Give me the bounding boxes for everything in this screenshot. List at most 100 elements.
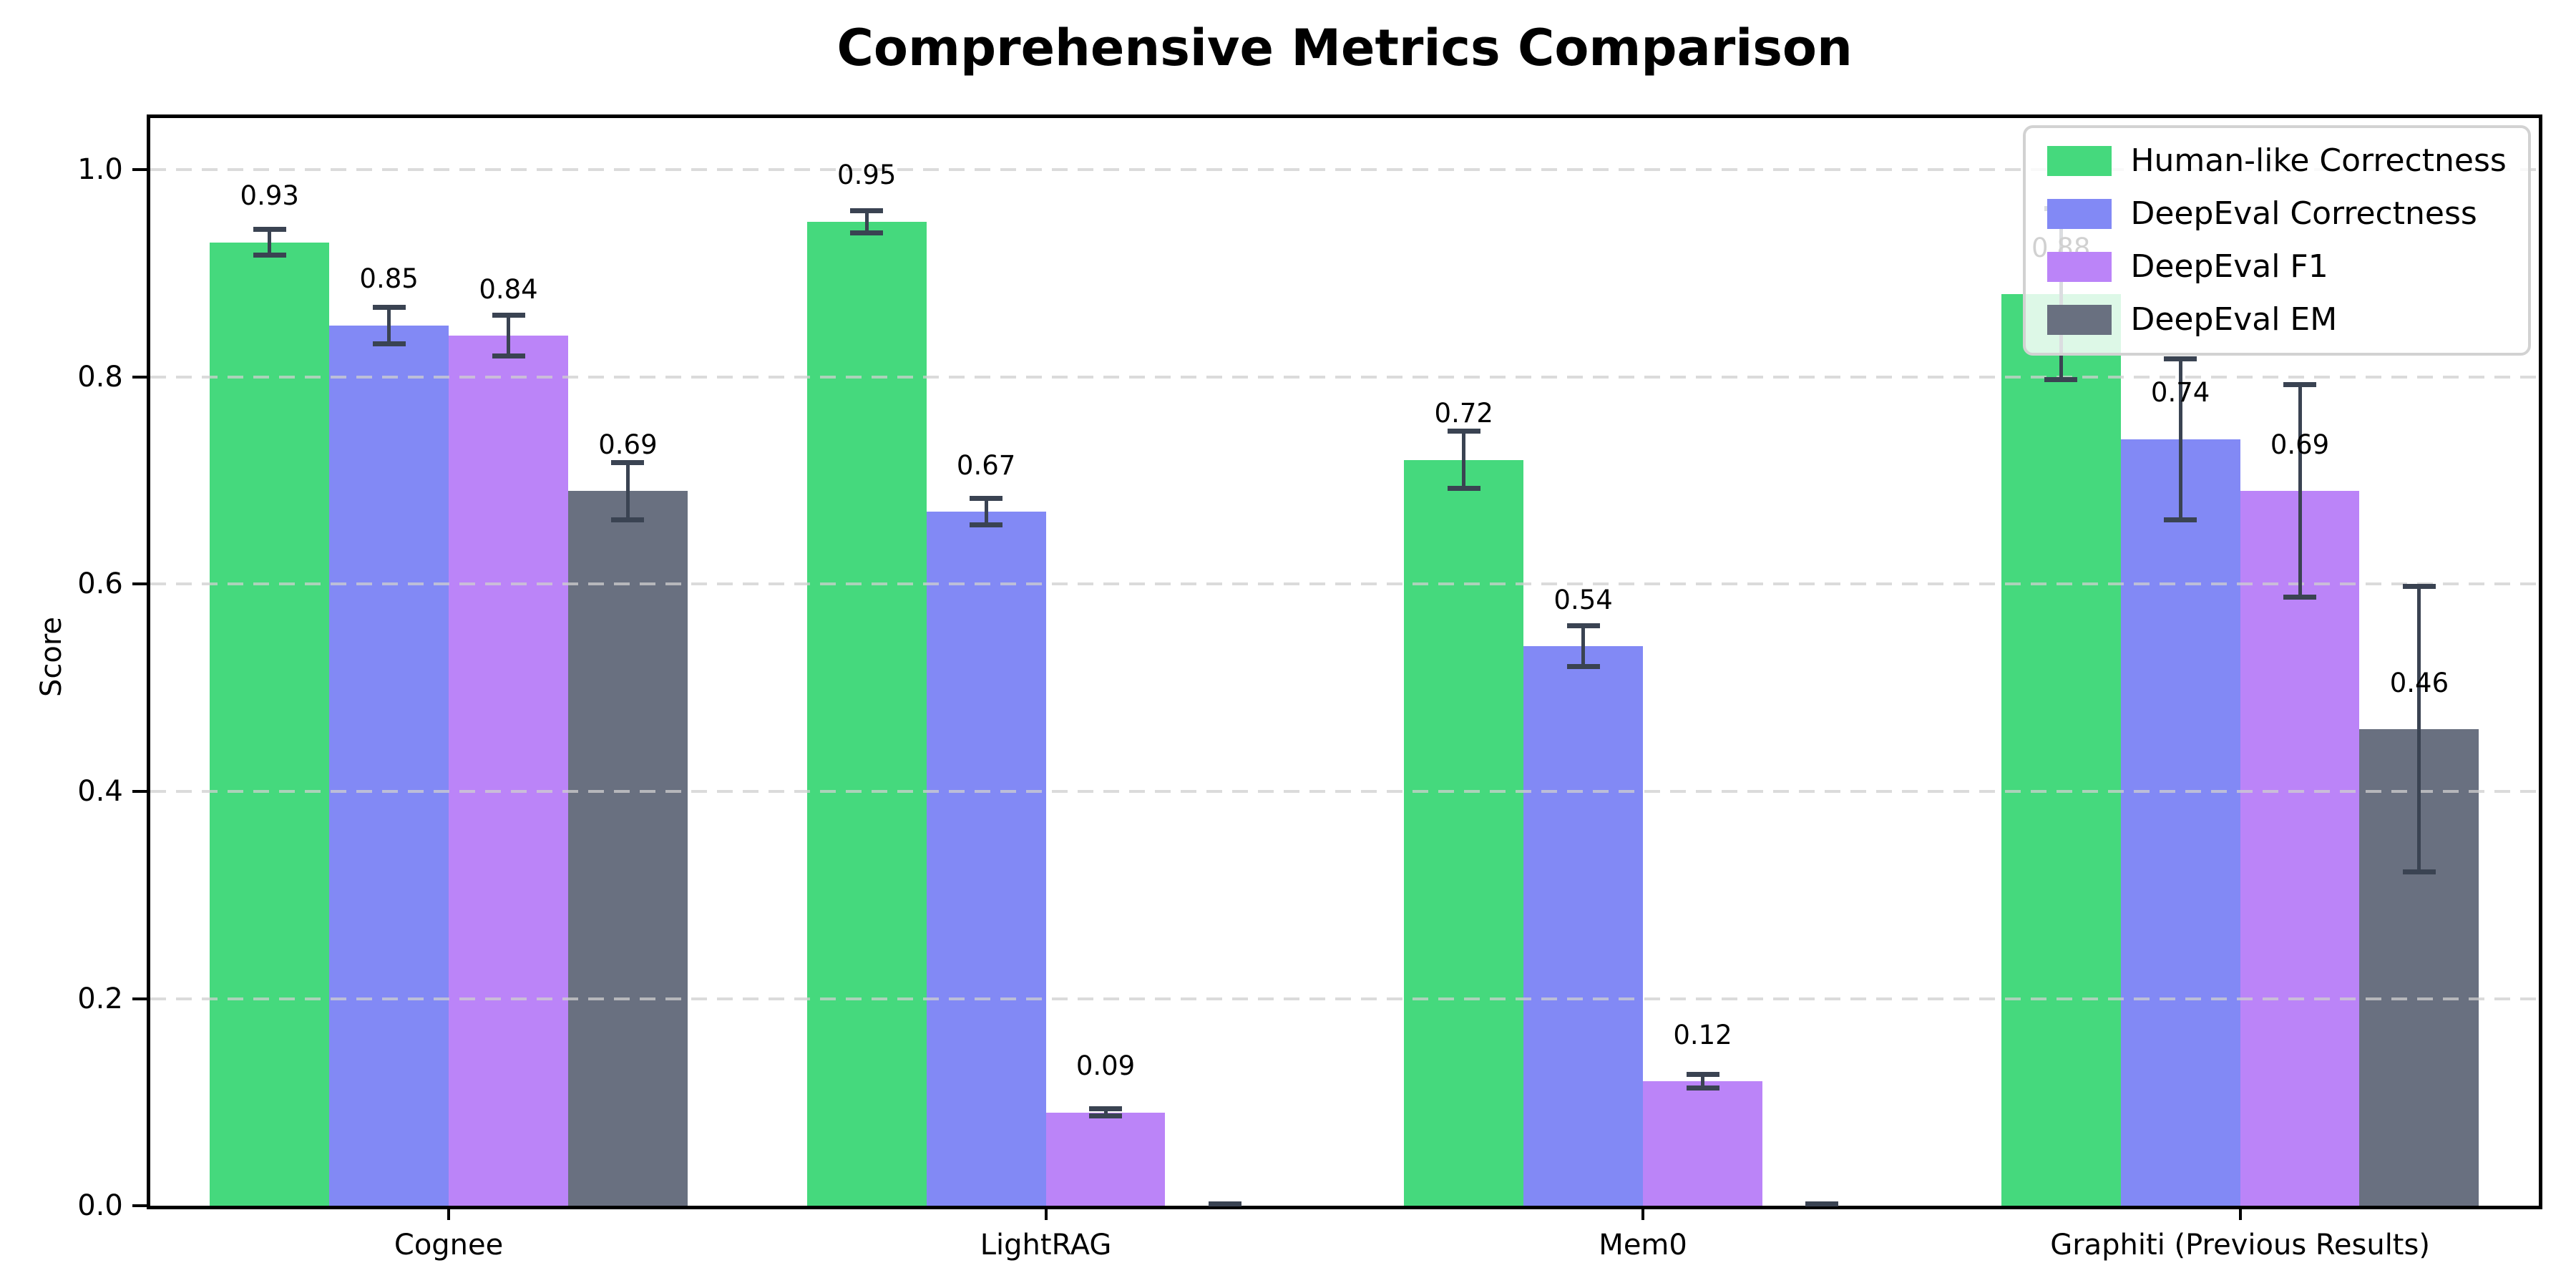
error-bar-2-1	[1089, 1106, 1123, 1119]
value-label-2-3: 0.69	[2270, 429, 2330, 460]
error-bar-cap-bottom	[1566, 664, 1600, 670]
y-tick-0.6	[132, 582, 147, 586]
error-bar-stem	[387, 304, 391, 346]
bar-deepeval-em-0	[567, 491, 688, 1206]
x-tick-1	[1044, 1206, 1048, 1221]
bar-human-like-correctness-1	[806, 221, 927, 1206]
error-bar-cap-bottom	[372, 341, 406, 346]
error-bar-stem	[1701, 1072, 1705, 1091]
error-bar-cap-top	[970, 496, 1003, 502]
legend-label-0: Human-like Correctness	[2130, 142, 2507, 180]
value-label-3-0: 0.69	[598, 429, 658, 460]
error-bar-cap-top	[611, 459, 645, 465]
bar-deepeval-f1-2	[1643, 1081, 1762, 1206]
error-bar-cap-top	[1089, 1106, 1123, 1112]
x-tick-label-2: Mem0	[1599, 1229, 1687, 1262]
error-bar-cap-bottom	[2044, 377, 2078, 383]
x-tick-label-0: Cognee	[394, 1229, 504, 1262]
error-bar-cap-top	[1208, 1201, 1241, 1207]
error-bar-cap-top	[372, 304, 406, 310]
error-bar-1-1	[970, 496, 1003, 527]
y-tick-0.4	[132, 789, 147, 793]
error-bar-stem	[1462, 429, 1466, 492]
error-bar-cap-bottom	[850, 230, 884, 235]
error-bar-cap-top	[850, 208, 884, 213]
error-bar-cap-top	[2164, 356, 2197, 361]
y-tick-0.2	[132, 997, 147, 1000]
error-bar-1-3	[2164, 356, 2197, 522]
y-tick-label-0.6: 0.6	[77, 567, 123, 601]
gridline-y-0.8	[150, 375, 2539, 379]
legend-item-deepeval-correctness: DeepEval Correctness	[2047, 198, 2506, 230]
y-tick-label-0.8: 0.8	[77, 360, 123, 394]
error-bar-cap-top	[1447, 429, 1480, 434]
legend-swatch-1	[2047, 199, 2112, 230]
error-bar-3-0	[611, 459, 645, 522]
error-bar-stem	[2417, 584, 2421, 874]
bar-deepeval-correctness-2	[1523, 646, 1644, 1206]
error-bar-cap-bottom	[611, 517, 645, 522]
error-bar-cap-bottom	[1447, 486, 1480, 492]
x-tick-3	[2238, 1206, 2242, 1221]
error-bar-cap-bottom	[970, 522, 1003, 527]
x-tick-label-3: Graphiti (Previous Results)	[2050, 1229, 2430, 1262]
y-tick-1.0	[132, 168, 147, 172]
error-bar-3-1	[1208, 1201, 1241, 1207]
error-bar-cap-top	[253, 227, 286, 233]
error-bar-2-2	[1686, 1072, 1719, 1091]
error-bar-cap-top	[2283, 382, 2317, 388]
bar-deepeval-f1-3	[2240, 491, 2360, 1206]
legend-label-2: DeepEval F1	[2130, 248, 2328, 286]
error-bar-stem	[268, 227, 272, 258]
error-bar-cap-bottom	[2164, 517, 2197, 522]
y-axis-label: Score	[35, 616, 69, 698]
y-tick-0.0	[132, 1204, 147, 1208]
legend: Human-like Correctness DeepEval Correctne…	[2023, 125, 2531, 356]
legend-label-3: DeepEval EM	[2130, 301, 2338, 338]
legend-item-deepeval-f1: DeepEval F1	[2047, 251, 2506, 283]
legend-item-deepeval-em: DeepEval EM	[2047, 304, 2506, 336]
value-label-2-1: 0.09	[1075, 1050, 1136, 1082]
bar-human-like-correctness-0	[210, 242, 330, 1206]
error-bar-0-2	[1447, 429, 1480, 492]
y-tick-0.8	[132, 375, 147, 379]
legend-swatch-0	[2047, 146, 2112, 177]
x-tick-label-1: LightRAG	[980, 1229, 1112, 1262]
gridline-y-1.0	[150, 168, 2539, 172]
legend-swatch-2	[2047, 252, 2112, 283]
value-label-3-3: 0.46	[2389, 667, 2449, 698]
error-bar-1-0	[372, 304, 406, 346]
legend-swatch-3	[2047, 305, 2112, 336]
error-bar-cap-bottom	[1686, 1085, 1719, 1091]
error-bar-stem	[864, 208, 869, 235]
bar-deepeval-correctness-1	[926, 512, 1046, 1206]
bar-deepeval-correctness-3	[2120, 439, 2240, 1206]
value-label-1-2: 0.54	[1553, 584, 1613, 615]
legend-item-human-like-correctness: Human-like Correctness	[2047, 142, 2507, 180]
chart-title: Comprehensive Metrics Comparison	[836, 19, 1853, 77]
gridline-y-0.4	[150, 789, 2539, 793]
error-bar-stem	[984, 496, 988, 527]
error-bar-0-0	[253, 227, 286, 258]
error-bar-cap-top	[492, 313, 525, 318]
error-bar-0-1	[850, 208, 884, 235]
error-bar-cap-top	[2402, 584, 2436, 590]
error-bar-2-3	[2283, 382, 2317, 600]
y-tick-label-0.0: 0.0	[77, 1189, 123, 1223]
error-bar-stem	[1103, 1106, 1108, 1119]
error-bar-stem	[507, 313, 511, 358]
error-bar-stem	[625, 459, 630, 522]
value-label-1-1: 0.67	[956, 449, 1016, 481]
x-tick-0	[447, 1206, 451, 1221]
x-tick-2	[1641, 1206, 1645, 1221]
error-bar-3-3	[2402, 584, 2436, 874]
error-bar-3-2	[1805, 1201, 1839, 1207]
error-bar-stem	[2298, 382, 2302, 600]
error-bar-cap-bottom	[2283, 595, 2317, 600]
error-bar-1-2	[1566, 623, 1600, 670]
value-label-0-0: 0.93	[240, 180, 299, 212]
gridline-y-0.6	[150, 582, 2539, 586]
y-tick-label-0.2: 0.2	[77, 982, 123, 1015]
error-bar-stem	[2178, 356, 2182, 522]
error-bar-cap-top	[1566, 623, 1600, 629]
